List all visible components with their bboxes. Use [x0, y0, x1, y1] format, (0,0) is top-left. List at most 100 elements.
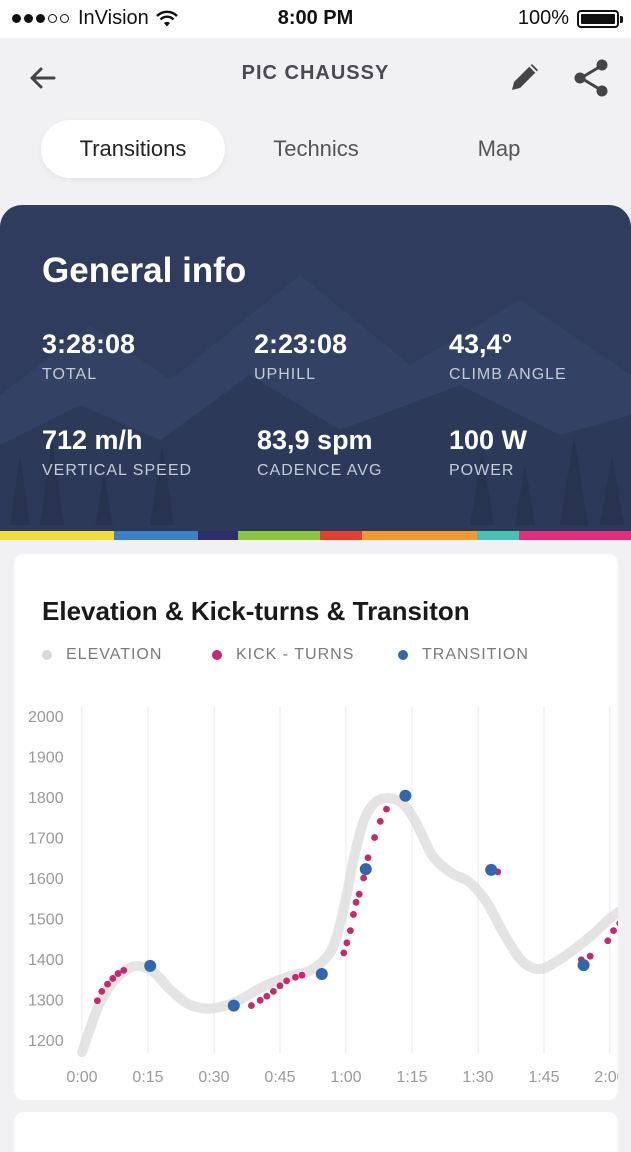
legend-dot: [42, 650, 52, 660]
y-tick-label: 1500: [28, 912, 64, 929]
stat-label: UPHILL: [254, 366, 317, 383]
back-button[interactable]: [24, 60, 60, 96]
kick-turn-point: [586, 952, 594, 960]
legend-kick-turns: KICK - TURNS: [212, 646, 354, 664]
kick-turn-point: [276, 982, 284, 990]
x-tick-label: 1:30: [462, 1069, 493, 1086]
kick-turn-point: [376, 817, 384, 825]
kick-turn-point: [350, 911, 357, 918]
stat-label: TOTAL: [42, 366, 98, 383]
wifi-icon: [155, 10, 178, 26]
stat-value: 3:28:08: [42, 329, 136, 359]
kick-turn-point: [104, 980, 111, 988]
legend-dot: [212, 650, 222, 660]
stat-uphill: 2:23:08 UPHILL: [254, 329, 347, 384]
strip-segment: [477, 531, 519, 540]
stat-value: 2:23:08: [254, 329, 348, 359]
x-tick-label: 2:00: [594, 1069, 618, 1086]
kick-turn-point: [256, 996, 264, 1004]
transition-point: [577, 959, 590, 972]
stat-value: 43,4°: [449, 329, 513, 359]
battery-area: 100%: [517, 7, 623, 30]
transition-point: [144, 959, 157, 972]
stat-climb-angle: 43,4° CLIMB ANGLE: [449, 329, 567, 384]
legend-dot: [398, 650, 408, 660]
kick-turn-point: [98, 988, 106, 995]
x-tick-label: 0:45: [264, 1069, 295, 1086]
elevation-chart-card: Elevation & Kick-turns & Transiton ELEVA…: [14, 554, 618, 1100]
kick-turn-point: [616, 920, 618, 927]
x-tick-label: 0:30: [198, 1069, 229, 1086]
share-icon: [574, 59, 608, 97]
transition-point: [227, 999, 240, 1012]
back-arrow-icon: [30, 67, 56, 89]
chart-title: Elevation & Kick-turns & Transiton: [42, 596, 470, 626]
legend-label: KICK - TURNS: [236, 646, 355, 663]
general-info-card: General info 3:28:08 TOTAL 2:23:08 UPHIL…: [0, 205, 631, 540]
stat-power: 100 W POWER: [449, 425, 527, 480]
tab-transitions[interactable]: Transitions: [41, 120, 225, 178]
y-tick-label: 2000: [28, 709, 64, 726]
next-card: [14, 1112, 618, 1152]
kick-turn-point: [604, 937, 612, 945]
kick-turn-point: [94, 997, 101, 1005]
transition-point: [399, 789, 412, 802]
kick-turn-point: [283, 977, 290, 985]
status-bar: InVision 8:00 PM 100%: [0, 0, 631, 38]
stat-total: 3:28:08 TOTAL: [42, 329, 135, 384]
edit-button[interactable]: [506, 58, 544, 96]
y-tick-label: 1300: [28, 993, 64, 1010]
stat-value: 100 W: [449, 425, 528, 455]
kick-turn-point: [343, 939, 351, 947]
battery-percent: 100%: [517, 7, 569, 29]
y-tick-label: 1600: [28, 871, 64, 888]
kick-turn-point: [114, 970, 122, 977]
general-info-title: General info: [42, 251, 247, 290]
kick-turn-point: [340, 949, 348, 957]
kick-turn-point: [610, 927, 617, 935]
mountain-background: [0, 275, 631, 535]
stat-vertical-speed: 712 m/h VERTICAL SPEED: [42, 425, 192, 480]
tab-map[interactable]: Map: [477, 136, 521, 161]
stat-label: CLIMB ANGLE: [449, 366, 567, 383]
y-tick-label: 1900: [28, 750, 64, 767]
x-tick-label: 1:45: [528, 1069, 559, 1086]
clock: 8:00 PM: [277, 7, 354, 29]
strip-segment: [320, 531, 362, 540]
share-button[interactable]: [571, 58, 611, 98]
stat-value: 712 m/h: [42, 425, 143, 455]
strip-segment: [0, 531, 114, 540]
page-title: PIC CHAUSSY: [241, 62, 390, 84]
navigation-header: PIC CHAUSSY: [0, 38, 631, 116]
y-tick-label: 1400: [28, 952, 64, 969]
battery-icon: [577, 9, 623, 28]
kick-turn-point: [347, 927, 354, 935]
stat-cadence-avg: 83,9 spm CADENCE AVG: [257, 425, 382, 480]
kick-turn-point: [352, 898, 360, 906]
kick-turn-point: [360, 874, 367, 882]
x-tick-label: 0:00: [66, 1069, 97, 1086]
kick-turn-point: [292, 973, 299, 981]
kick-turn-point: [263, 992, 271, 1000]
segment-tabs: Transitions Technics Map: [0, 118, 631, 180]
x-tick-label: 1:00: [330, 1069, 361, 1086]
strip-segment: [362, 531, 477, 540]
kick-turn-point: [109, 975, 117, 982]
legend-elevation: ELEVATION: [42, 646, 162, 664]
y-tick-label: 1800: [28, 790, 64, 807]
chart-legend: ELEVATION KICK - TURNS TRANSITION: [42, 646, 602, 666]
transition-point: [359, 863, 372, 876]
legend-transition: TRANSITION: [398, 646, 529, 664]
carrier-name: InVision: [78, 7, 149, 29]
elevation-line: [77, 793, 618, 1058]
strip-segment: [519, 531, 631, 540]
signal-icon: [12, 14, 72, 23]
kick-turn-point: [355, 890, 363, 898]
y-tick-label: 1700: [28, 831, 64, 848]
legend-label: ELEVATION: [66, 646, 163, 663]
stat-value: 83,9 spm: [257, 425, 373, 455]
x-tick-label: 0:15: [132, 1069, 163, 1086]
strip-segment: [238, 531, 320, 540]
kick-turn-point: [371, 834, 378, 841]
tab-technics[interactable]: Technics: [273, 136, 359, 161]
